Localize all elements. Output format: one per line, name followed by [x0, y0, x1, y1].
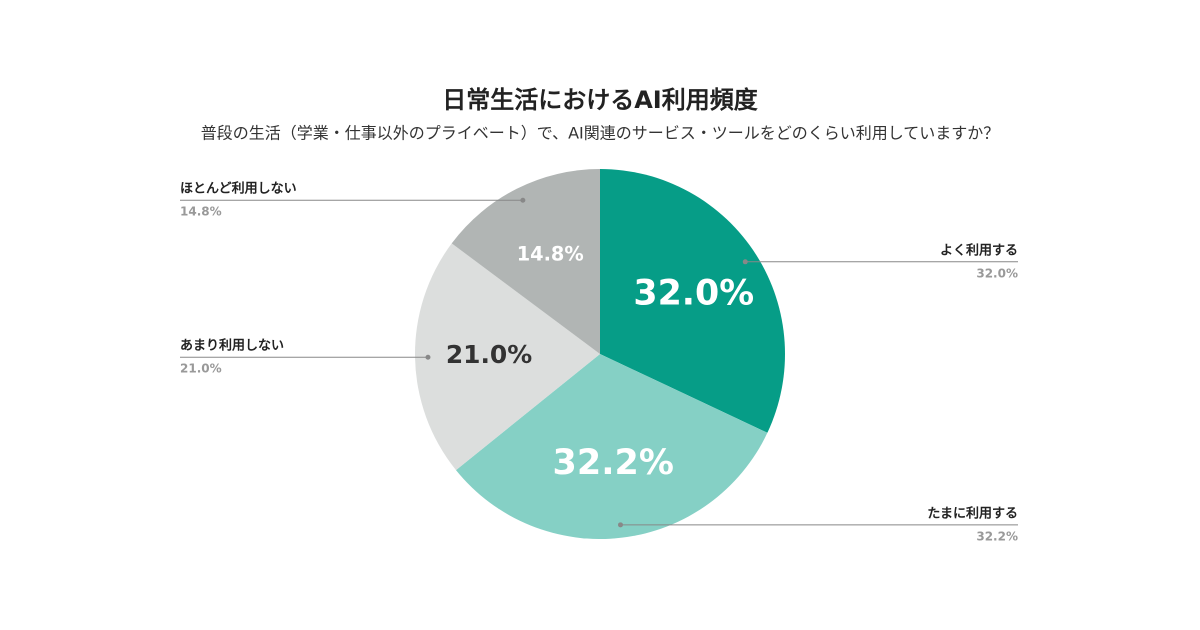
legend-label: あまり利用しない	[180, 338, 284, 354]
leader-dot	[742, 259, 748, 265]
legend-value: 14.8%	[180, 205, 222, 219]
legend-label: たまに利用する	[927, 505, 1018, 521]
legend-label: ほとんど利用しない	[180, 181, 297, 197]
pie-slice	[455, 354, 768, 540]
slice-label: 32.2%	[553, 443, 674, 483]
chart-title: 日常生活におけるAI利用頻度	[442, 86, 759, 114]
pie-slice	[600, 169, 785, 433]
leader-dot	[520, 197, 526, 203]
slice-label: 14.8%	[517, 242, 584, 265]
slice-label: 32.0%	[633, 274, 754, 314]
leader-dot	[617, 522, 623, 528]
legend-value: 21.0%	[180, 362, 222, 376]
legend-value: 32.0%	[976, 266, 1018, 280]
pie-slice	[451, 169, 600, 354]
legend-label: よく利用する	[940, 242, 1018, 258]
pie-slice	[415, 243, 600, 471]
slice-label: 21.0%	[446, 340, 532, 369]
leader-dot	[425, 354, 431, 360]
legend-value: 32.2%	[976, 529, 1018, 543]
chart-subtitle: 普段の生活（学業・仕事以外のプライベート）で、AI関連のサービス・ツールをどのく…	[201, 124, 1000, 143]
